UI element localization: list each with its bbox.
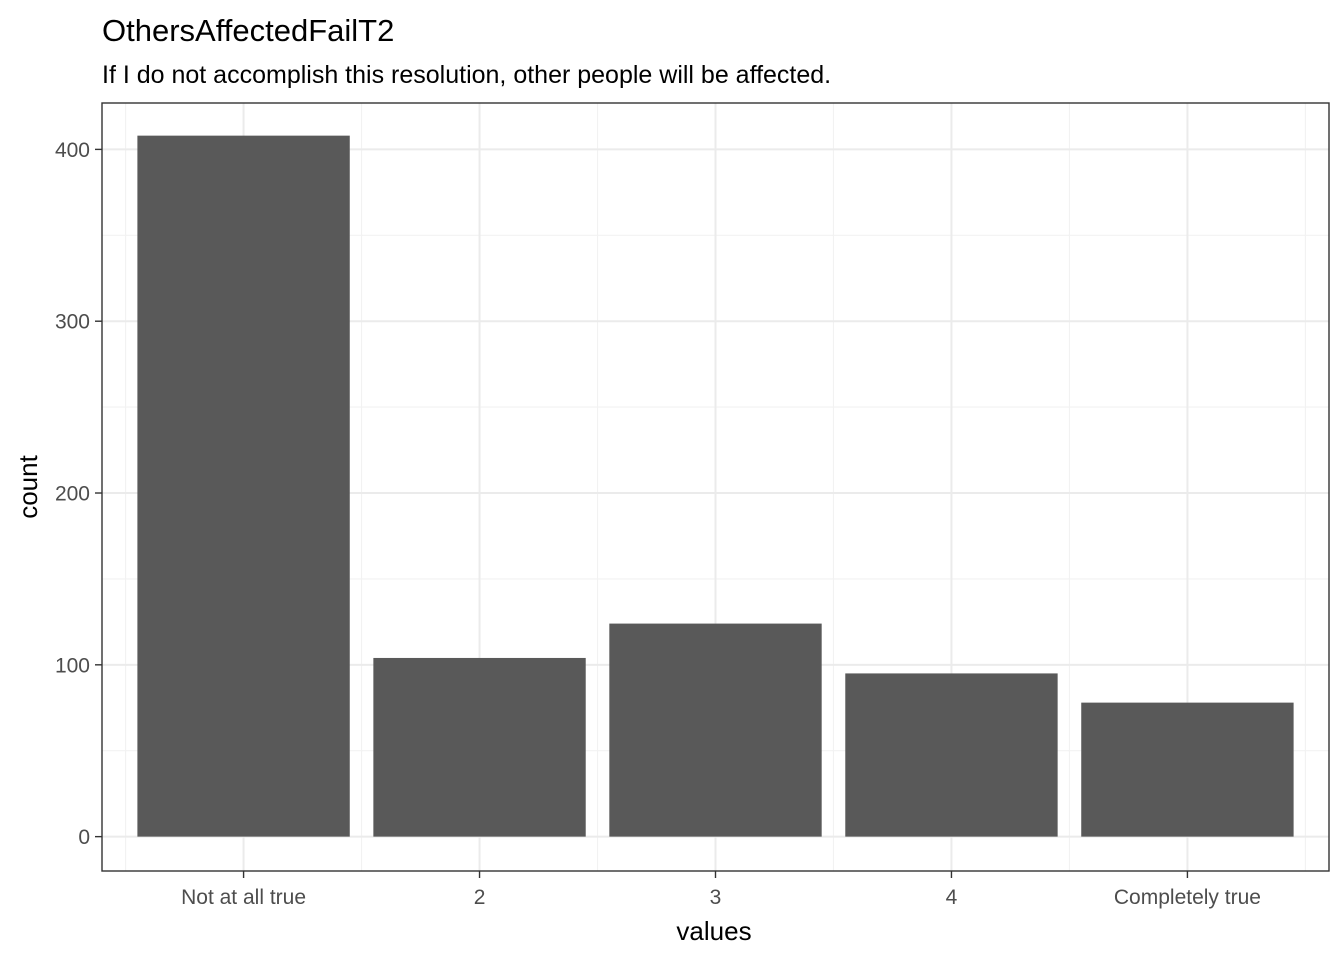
bar <box>373 657 586 837</box>
bar <box>137 135 350 837</box>
chart-subtitle: If I do not accomplish this resolution, … <box>102 61 831 89</box>
x-tick-label: 4 <box>946 886 958 909</box>
bar <box>609 623 822 837</box>
x-axis-title: values <box>676 916 751 946</box>
y-tick-label: 0 <box>78 826 90 849</box>
y-axis-title: count <box>13 454 43 518</box>
y-tick-label: 200 <box>55 483 90 506</box>
bar <box>845 673 1058 837</box>
y-tick-label: 300 <box>55 311 90 334</box>
chart-title: OthersAffectedFailT2 <box>102 13 394 48</box>
x-tick-label: Not at all true <box>181 886 306 909</box>
x-axis: Not at all true 2 3 4 Completely true <box>181 871 1261 909</box>
x-tick-label: Completely true <box>1114 886 1261 909</box>
bars <box>137 135 1294 837</box>
x-tick-label: 3 <box>710 886 722 909</box>
y-tick-label: 100 <box>55 654 90 677</box>
bar <box>1081 702 1294 837</box>
x-tick-label: 2 <box>474 886 486 909</box>
y-tick-label: 400 <box>55 139 90 162</box>
y-axis: 0 100 200 300 400 <box>55 139 102 849</box>
